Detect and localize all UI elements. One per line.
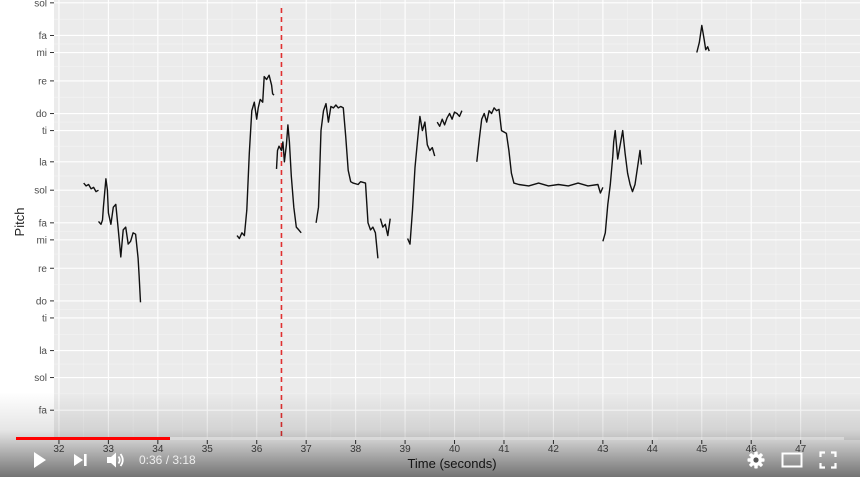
play-button[interactable] [26, 446, 52, 474]
volume-button[interactable] [103, 446, 129, 474]
next-icon [74, 454, 87, 466]
y-tick-label: fa [39, 31, 48, 42]
grid [54, 0, 860, 440]
pitch-segment-6 [379, 218, 391, 237]
y-axis-title: Pitch [12, 208, 27, 237]
y-tick-label: mi [36, 235, 47, 246]
y-tick-label: sol [34, 373, 47, 384]
y-tick-label: mi [36, 48, 47, 59]
y-tick-label: do [36, 296, 48, 307]
x-tick-label: 36 [251, 444, 263, 455]
volume-icon [107, 452, 124, 468]
plot-panel [54, 0, 860, 440]
x-tick-label: 43 [597, 444, 609, 455]
y-tick-label: la [39, 346, 47, 357]
pitch-segment-11 [696, 24, 710, 53]
pitch-segment-4 [275, 124, 302, 234]
current-time: 0:36 [139, 453, 163, 467]
theater-mode-icon [781, 452, 803, 468]
settings-button[interactable] [743, 446, 769, 474]
total-time: 3:18 [172, 453, 196, 467]
fullscreen-icon [819, 451, 837, 469]
play-icon [34, 452, 46, 468]
progress-bar[interactable] [16, 437, 844, 440]
x-tick-label: 35 [202, 444, 214, 455]
gear-icon [747, 451, 765, 469]
x-tick-label: 39 [400, 444, 412, 455]
next-button[interactable] [67, 446, 93, 474]
x-tick-label: 38 [350, 444, 362, 455]
pitch-series [83, 24, 710, 303]
pitch-segment-3 [236, 74, 275, 240]
x-tick-label: 44 [647, 444, 659, 455]
y-tick-label: re [38, 264, 47, 275]
y-tick-label: fa [39, 406, 48, 417]
progress-buffered [16, 437, 658, 440]
y-tick-label: ti [42, 126, 47, 137]
y-tick-label: sol [34, 0, 47, 9]
pitch-segment-8 [436, 110, 463, 128]
x-tick-label: 37 [301, 444, 313, 455]
x-tick-label: 45 [696, 444, 708, 455]
x-axis-title: Time (seconds) [407, 456, 496, 471]
pitch-segment-9 [476, 107, 604, 194]
pitch-segment-2 [97, 178, 142, 303]
y-tick-label: la [39, 157, 47, 168]
y-tick-label: re [38, 76, 47, 87]
y-tick-label: do [36, 109, 48, 120]
progress-played [16, 437, 170, 440]
pitch-segment-10 [602, 129, 643, 242]
pitch-segment-7 [406, 115, 436, 245]
time-separator: / [162, 453, 173, 467]
y-tick-label: fa [39, 218, 48, 229]
pitch-segment-5 [315, 102, 379, 259]
x-tick-label: 42 [548, 444, 560, 455]
x-tick-label: 32 [53, 444, 65, 455]
x-tick-label: 40 [449, 444, 461, 455]
theater-mode-button[interactable] [778, 446, 806, 474]
y-tick-label: sol [34, 186, 47, 197]
y-axis: sol fa mi re do ti la sol fa mi re do ti la sol fa [34, 0, 54, 417]
y-tick-label: ti [42, 313, 47, 324]
pitch-segment-1 [83, 182, 99, 193]
x-tick-label: 41 [498, 444, 510, 455]
time-display: 0:36 / 3:18 [139, 446, 196, 474]
fullscreen-button[interactable] [815, 446, 841, 474]
